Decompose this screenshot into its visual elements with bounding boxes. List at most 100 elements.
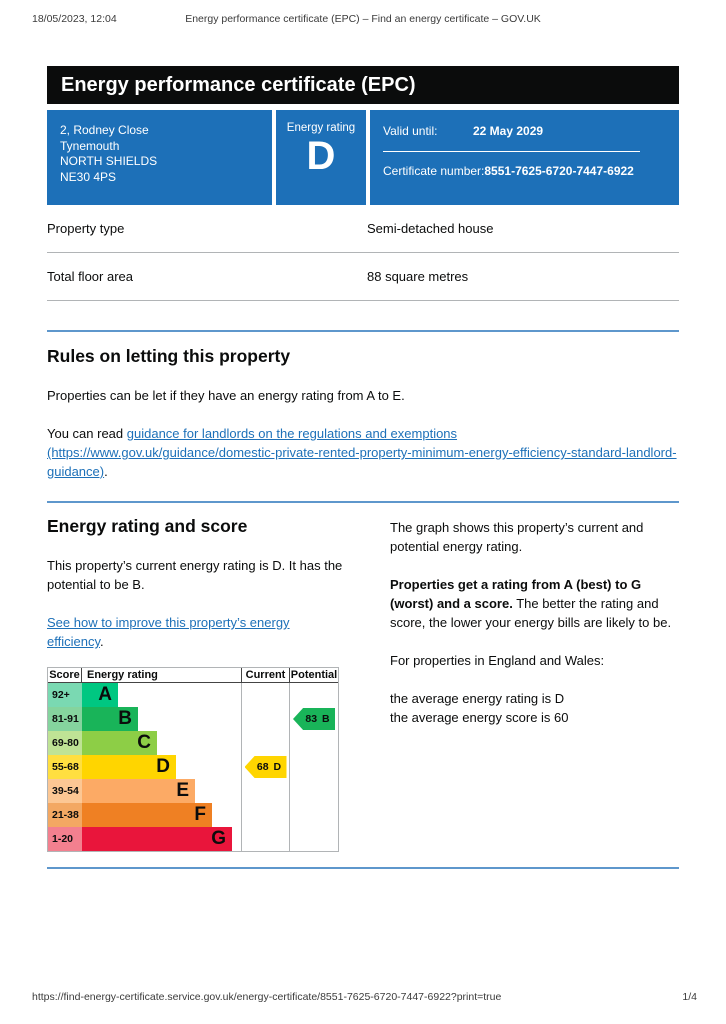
- current-cell: [241, 827, 289, 851]
- band-row-e: 39-54 E: [48, 779, 338, 803]
- average-rating-line: the average energy rating is D: [390, 691, 565, 706]
- improve-link-suffix: .: [100, 634, 104, 649]
- band-score-g: 1-20: [48, 827, 82, 851]
- potential-cell: [289, 731, 338, 755]
- section-divider: [47, 501, 679, 503]
- rating-section-heading: Energy rating and score: [47, 516, 248, 536]
- potential-letter: B: [322, 713, 330, 725]
- band-rating-cell: C: [82, 731, 241, 755]
- band-row-g: 1-20 G: [48, 827, 338, 851]
- address-line-1: 2, Rodney Close: [60, 123, 149, 137]
- print-page-number: 1/4: [682, 991, 697, 1003]
- band-rating-cell: D: [82, 755, 241, 779]
- band-bar-b: B: [82, 707, 138, 731]
- rating-explanation-bold: Properties get a rating from A (best) to…: [390, 577, 642, 611]
- page-title-banner: Energy performance certificate (EPC): [47, 66, 679, 104]
- rating-column-right: The graph shows this property’s current …: [390, 516, 679, 852]
- band-bar-e: E: [82, 779, 195, 803]
- band-score-b: 81-91: [48, 707, 82, 731]
- page-title: Energy performance certificate (EPC): [61, 74, 416, 96]
- current-rating-arrow: 68 D: [244, 756, 287, 778]
- rating-explanation: Properties get a rating from A (best) to…: [390, 575, 679, 632]
- potential-score: 83: [305, 713, 318, 725]
- energy-rating-label: Energy rating: [286, 122, 356, 134]
- print-url: https://find-energy-certificate.service.…: [32, 991, 502, 1003]
- potential-cell: [289, 827, 338, 851]
- energy-rating-value: D: [306, 134, 336, 178]
- chart-header-current: Current: [241, 668, 289, 682]
- print-doc-title: Energy performance certificate (EPC) – F…: [185, 13, 541, 25]
- band-row-d: 55-68 D 68 D: [48, 755, 338, 779]
- epc-rating-chart: Score Energy rating Current Potential 92…: [47, 667, 339, 852]
- property-type-label: Property type: [47, 221, 125, 236]
- guidance-text-prefix: You can read: [47, 426, 127, 441]
- valid-until-value: 22 May 2029: [473, 124, 544, 138]
- band-score-f: 21-38: [48, 803, 82, 827]
- graph-description: The graph shows this property’s current …: [390, 520, 644, 554]
- band-bar-f: F: [82, 803, 212, 827]
- print-datetime: 18/05/2023, 12:04: [32, 13, 117, 25]
- band-score-c: 69-80: [48, 731, 82, 755]
- address-line-2: Tynemouth: [60, 138, 120, 153]
- chart-header-potential: Potential: [289, 668, 338, 682]
- chart-header-score: Score: [48, 668, 82, 682]
- band-rating-cell: B: [82, 707, 241, 731]
- band-bar-c: C: [82, 731, 157, 755]
- potential-cell: [289, 755, 338, 779]
- letting-rules-heading: Rules on letting this property: [47, 346, 291, 366]
- band-rating-cell: A: [82, 683, 241, 707]
- band-row-f: 21-38 F: [48, 803, 338, 827]
- address-line-4: NE30 4PS: [60, 169, 117, 184]
- band-rating-cell: E: [82, 779, 241, 803]
- current-cell: [241, 779, 289, 803]
- potential-cell: [289, 683, 338, 707]
- band-score-e: 39-54: [48, 779, 82, 803]
- property-type-value: Semi-detached house: [367, 221, 494, 236]
- potential-cell: [289, 803, 338, 827]
- average-score-line: the average energy score is 60: [390, 710, 569, 725]
- current-cell: [241, 707, 289, 731]
- table-row: Property type Semi-detached house: [47, 205, 679, 253]
- improve-paragraph: See how to improve this property’s energ…: [47, 613, 347, 651]
- current-cell: 68 D: [241, 755, 289, 779]
- guidance-text-suffix: .: [104, 464, 108, 479]
- current-score: 68: [256, 761, 269, 773]
- chart-header-row: Score Energy rating Current Potential: [48, 668, 338, 683]
- rating-column-left: Energy rating and score This property’s …: [47, 516, 347, 852]
- band-row-a: 92+ A: [48, 683, 338, 707]
- energy-rating-section: Energy rating and score This property’s …: [47, 516, 679, 852]
- energy-rating-box: Energy rating D: [276, 110, 366, 205]
- band-bar-g: G: [82, 827, 232, 851]
- potential-cell: [289, 779, 338, 803]
- summary-row: 2, Rodney Close Tynemouth NORTH SHIELDS …: [47, 110, 679, 205]
- current-cell: [241, 803, 289, 827]
- current-cell: [241, 683, 289, 707]
- band-rating-cell: G: [82, 827, 241, 851]
- validity-box: Valid until: 22 May 2029 Certificate num…: [370, 110, 679, 205]
- floor-area-value: 88 square metres: [367, 269, 469, 284]
- chart-header-energy-rating: Energy rating: [87, 669, 158, 681]
- landlord-guidance-link[interactable]: guidance for landlords on the regulation…: [47, 426, 677, 479]
- band-score-d: 55-68: [48, 755, 82, 779]
- print-header: 18/05/2023, 12:04 Energy performance cer…: [32, 13, 694, 25]
- england-wales-intro: For properties in England and Wales:: [390, 653, 605, 668]
- certificate-number-value: 8551-7625-6720-7447-6922: [484, 164, 634, 178]
- current-cell: [241, 731, 289, 755]
- improve-efficiency-link[interactable]: See how to improve this property’s energ…: [47, 615, 290, 649]
- band-row-b: 81-91 B 83 B: [48, 707, 338, 731]
- potential-rating-arrow: 83 B: [293, 708, 335, 730]
- section-divider: [47, 867, 679, 869]
- letting-rules-paragraph-1: Properties can be let if they have an en…: [47, 388, 405, 403]
- property-address: 2, Rodney Close Tynemouth NORTH SHIELDS …: [47, 110, 272, 205]
- address-line-3: NORTH SHIELDS: [60, 154, 158, 168]
- letting-rules-paragraph-2: You can read guidance for landlords on t…: [47, 424, 679, 481]
- property-details-table: Property type Semi-detached house Total …: [47, 205, 679, 301]
- print-footer: https://find-energy-certificate.service.…: [32, 991, 697, 1003]
- band-score-a: 92+: [48, 683, 82, 707]
- floor-area-label: Total floor area: [47, 269, 133, 284]
- current-letter: D: [273, 761, 282, 773]
- section-divider: [47, 330, 679, 332]
- band-bar-d: D: [82, 755, 176, 779]
- potential-cell: 83 B: [289, 707, 338, 731]
- rating-explanation-rest: The better the rating and score, the low…: [390, 596, 672, 630]
